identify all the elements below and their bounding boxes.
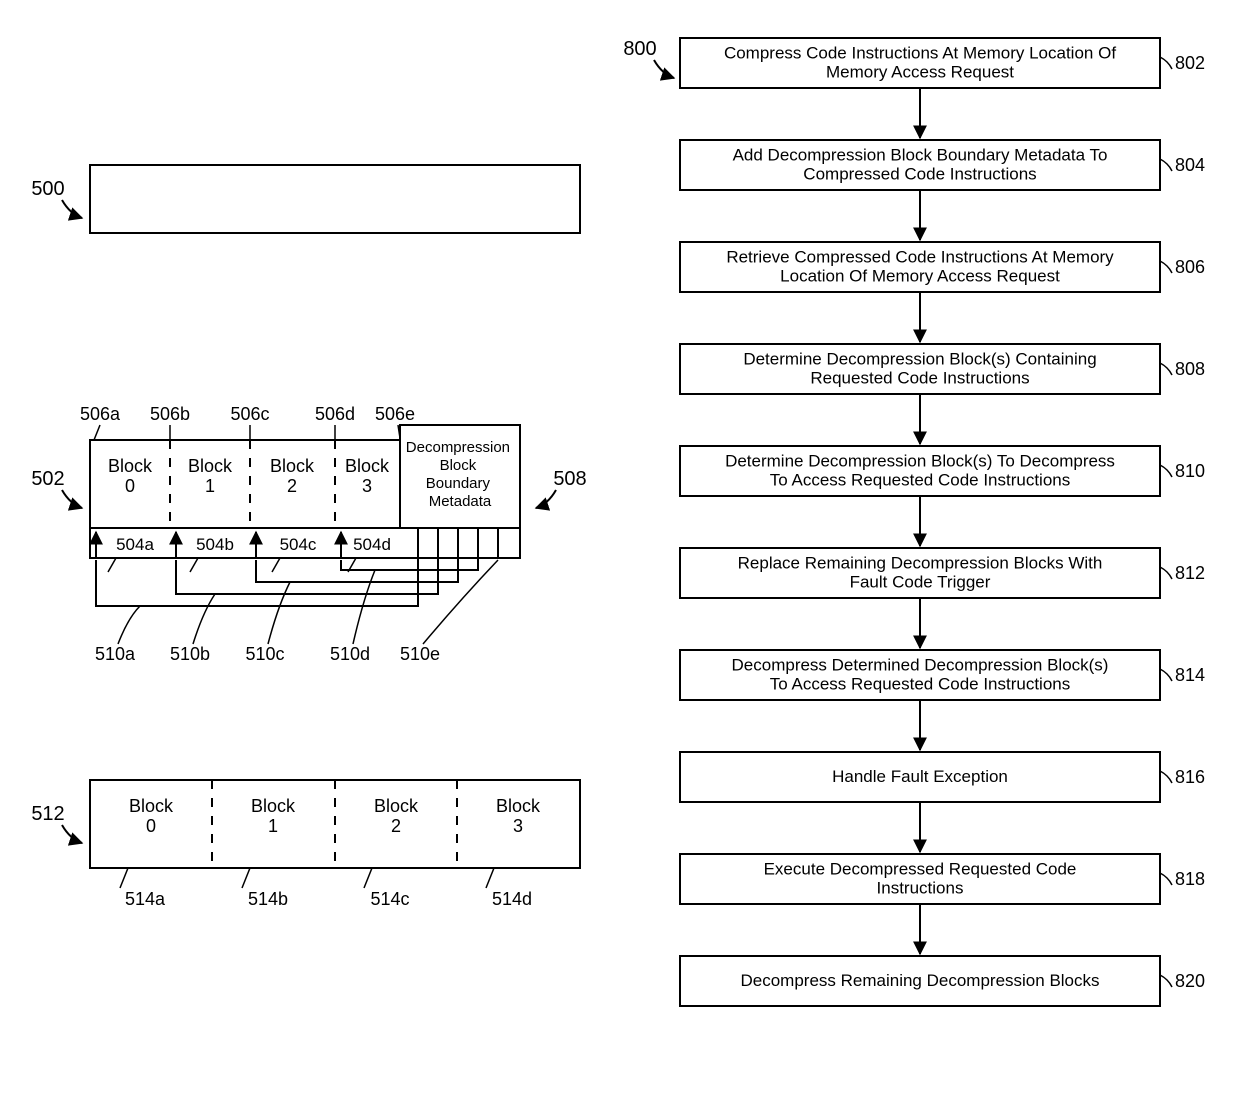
- flow-ref-818: 818: [1175, 869, 1205, 889]
- lbl-504b: 504b: [196, 535, 234, 554]
- flow-ref-806: 806: [1175, 257, 1205, 277]
- flow-ref-820: 820: [1175, 971, 1205, 991]
- ref-800-arrow: [654, 60, 674, 78]
- ref-502-arrow: [62, 490, 82, 508]
- bot-block-2: Block2: [374, 796, 419, 836]
- lbl-506b: 506b: [150, 404, 190, 424]
- flow-step-text-806: Retrieve Compressed Code Instructions At…: [726, 248, 1114, 286]
- lbl-506c: 506c: [230, 404, 269, 424]
- lbl-510c: 510c: [245, 644, 284, 664]
- ref-500: 500: [31, 178, 64, 200]
- flow-ref-816: 816: [1175, 767, 1205, 787]
- lbl-506a: 506a: [80, 404, 121, 424]
- lbl-506e: 506e: [375, 404, 415, 424]
- ref-508-arrow: [536, 490, 556, 508]
- flowchart: Compress Code Instructions At Memory Loc…: [680, 38, 1205, 1006]
- ref-500-arrow: [62, 200, 82, 218]
- tick-506a: [94, 425, 100, 440]
- flow-step-text-816: Handle Fault Exception: [832, 767, 1008, 786]
- flow-step-text-802: Compress Code Instructions At Memory Loc…: [724, 44, 1116, 82]
- mid-block-1: Block1: [188, 456, 233, 496]
- ref-800: 800: [623, 38, 656, 60]
- ref-502: 502: [31, 468, 64, 490]
- bot-block-0: Block0: [129, 796, 174, 836]
- flow-ref-804: 804: [1175, 155, 1205, 175]
- mid-block-3: Block3: [345, 456, 390, 496]
- flow-ref-814: 814: [1175, 665, 1205, 685]
- lbl-504d: 504d: [353, 535, 391, 554]
- lbl-514d: 514d: [492, 889, 532, 909]
- flow-step-text-808: Determine Decompression Block(s) Contain…: [743, 350, 1096, 388]
- flow-ref-802: 802: [1175, 53, 1205, 73]
- ref-512-arrow: [62, 825, 82, 843]
- flow-step-text-818: Execute Decompressed Requested CodeInstr…: [764, 860, 1077, 898]
- lbl-506d: 506d: [315, 404, 355, 424]
- flow-step-text-804: Add Decompression Block Boundary Metadat…: [733, 146, 1108, 184]
- flow-ref-808: 808: [1175, 359, 1205, 379]
- lbl-510a: 510a: [95, 644, 136, 664]
- lbl-510b: 510b: [170, 644, 210, 664]
- mid-block-0: Block0: [108, 456, 153, 496]
- flow-step-text-814: Decompress Determined Decompression Bloc…: [732, 656, 1109, 694]
- ref-512: 512: [31, 803, 64, 825]
- flow-step-text-810: Determine Decompression Block(s) To Deco…: [725, 452, 1115, 490]
- lbl-510e: 510e: [400, 644, 440, 664]
- bot-block-3: Block3: [496, 796, 541, 836]
- lbl-514a: 514a: [125, 889, 166, 909]
- flow-step-text-812: Replace Remaining Decompression Blocks W…: [738, 554, 1103, 592]
- flow-ref-812: 812: [1175, 563, 1205, 583]
- lbl-504a: 504a: [116, 535, 154, 554]
- top-box: [90, 165, 580, 233]
- lbl-510d: 510d: [330, 644, 370, 664]
- lbl-514c: 514c: [370, 889, 409, 909]
- bot-block-1: Block1: [251, 796, 296, 836]
- lbl-504c: 504c: [280, 535, 317, 554]
- mid-block-row: [90, 440, 400, 528]
- mid-block-2: Block2: [270, 456, 315, 496]
- diagram-svg: 500 502 Block0 Block1 Block2 Block3 Deco…: [0, 0, 1240, 1111]
- flow-step-text-820: Decompress Remaining Decompression Block…: [740, 971, 1099, 990]
- metadata-label: Decompression Block Boundary Metadata: [406, 439, 514, 510]
- flow-ref-810: 810: [1175, 461, 1205, 481]
- ref-508: 508: [553, 468, 586, 490]
- lbl-514b: 514b: [248, 889, 288, 909]
